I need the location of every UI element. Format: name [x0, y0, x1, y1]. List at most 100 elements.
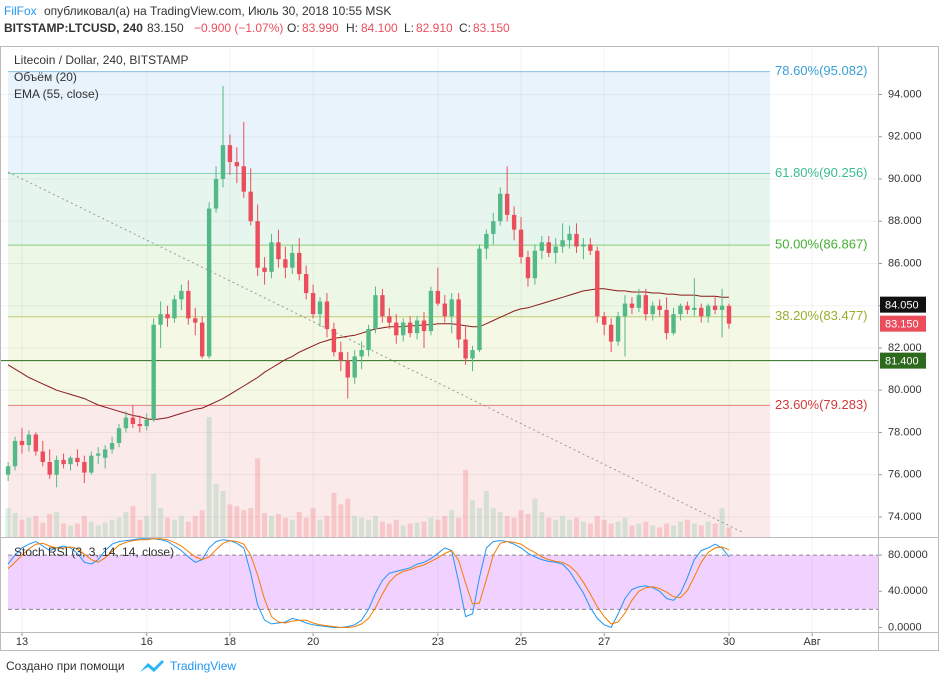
y-tick-label: 78.000: [888, 426, 922, 438]
candle-body: [75, 457, 80, 463]
volume-bar: [171, 519, 177, 537]
candle-body: [102, 449, 108, 458]
volume-bar: [289, 519, 295, 537]
candle-body: [151, 324, 156, 420]
volume-bar: [470, 500, 476, 537]
candle-body: [699, 307, 704, 317]
candle-body: [685, 305, 690, 310]
footer-brand[interactable]: TradingView: [170, 659, 236, 673]
volume-bar: [587, 523, 593, 537]
price-tag-label: 81.400: [885, 356, 919, 368]
x-tick-label: 25: [515, 636, 527, 648]
last: 83.150: [147, 21, 184, 35]
candle-body: [532, 250, 538, 279]
volume-bar: [282, 517, 288, 537]
candle-body: [172, 299, 177, 319]
candle-body: [186, 290, 191, 319]
volume-bar: [206, 417, 212, 537]
volume-bar: [567, 519, 573, 537]
volume-bar: [338, 504, 344, 537]
fib-label: 38.20%(83.477): [775, 308, 868, 323]
candle-body: [435, 290, 441, 304]
candle-body: [449, 299, 454, 317]
candle-body: [255, 221, 260, 268]
candle-body: [442, 303, 447, 317]
candle-body: [331, 328, 337, 353]
candle-body: [109, 443, 115, 450]
volume-bar: [622, 517, 628, 537]
fib-label: 78.60%(95.082): [775, 63, 868, 78]
fib-label: 61.80%(90.256): [775, 165, 868, 180]
volume-bar: [109, 519, 115, 537]
candle-body: [262, 267, 267, 272]
candle-body: [380, 295, 385, 317]
candle-body: [539, 242, 545, 251]
volume-bar: [54, 512, 60, 537]
candle-body: [130, 417, 136, 424]
c-label: C:: [459, 21, 471, 35]
candle-body: [692, 307, 697, 310]
volume-bar: [435, 519, 441, 537]
candle-body: [650, 305, 655, 315]
volume-bar: [483, 490, 489, 537]
volume-bar: [476, 508, 482, 537]
stoch-line: [7, 538, 730, 629]
candle-body: [12, 440, 18, 467]
fib-band: [8, 405, 770, 537]
candle-body: [82, 462, 87, 473]
volume-bar: [684, 519, 690, 537]
volume-bar: [178, 515, 184, 537]
candle-body: [179, 290, 184, 300]
change: −0.900 (−1.07%): [194, 21, 283, 35]
candle-body: [54, 459, 59, 475]
candle-body: [477, 248, 482, 351]
volume-bar: [497, 512, 503, 537]
candle-body: [712, 305, 718, 310]
trend-line: [7, 171, 743, 533]
candle-body: [484, 233, 489, 249]
volume-bar: [393, 519, 399, 537]
volume-bar: [241, 510, 247, 537]
volume-bar: [234, 506, 240, 537]
volume-bar: [691, 523, 697, 537]
candle-body: [193, 318, 198, 323]
volume-bar: [560, 515, 566, 537]
volume-bar: [81, 515, 87, 537]
volume-bar: [664, 523, 670, 537]
candle-body: [359, 350, 364, 357]
volume-bar: [227, 504, 233, 537]
candle-body: [470, 350, 475, 359]
o: 83.990: [302, 21, 339, 35]
volume-bar: [428, 517, 434, 537]
volume-bar: [165, 517, 171, 537]
volume-bar: [40, 522, 46, 537]
candle-body: [553, 246, 558, 253]
y-tick-label: 82.000: [888, 342, 922, 354]
candle-body: [511, 214, 517, 230]
candle-body: [68, 457, 73, 465]
fib-label: 23.60%(79.283): [775, 397, 868, 412]
y-tick-label: 94.000: [888, 88, 922, 100]
volume-bar: [504, 515, 510, 537]
candle-body: [657, 305, 662, 310]
candle-body: [421, 320, 427, 332]
candle-body: [705, 305, 711, 317]
candle-body: [158, 314, 163, 325]
volume-label: Объём (20): [14, 70, 77, 84]
candle-body: [116, 428, 122, 444]
author[interactable]: FilFox: [4, 4, 37, 18]
h-label: H:: [346, 21, 358, 35]
volume-bar: [95, 525, 101, 537]
volume-bar: [331, 492, 337, 537]
candle-body: [61, 459, 66, 465]
volume-bar: [366, 519, 372, 537]
price-tag: [880, 352, 926, 369]
volume-bar: [712, 523, 718, 537]
volume-bar: [671, 525, 677, 537]
candle-body: [456, 299, 461, 340]
volume-bar: [137, 519, 143, 537]
candle-body: [5, 466, 11, 475]
x-tick-label: 18: [224, 636, 236, 648]
candle-body: [19, 440, 25, 446]
volume-bar: [12, 513, 18, 537]
